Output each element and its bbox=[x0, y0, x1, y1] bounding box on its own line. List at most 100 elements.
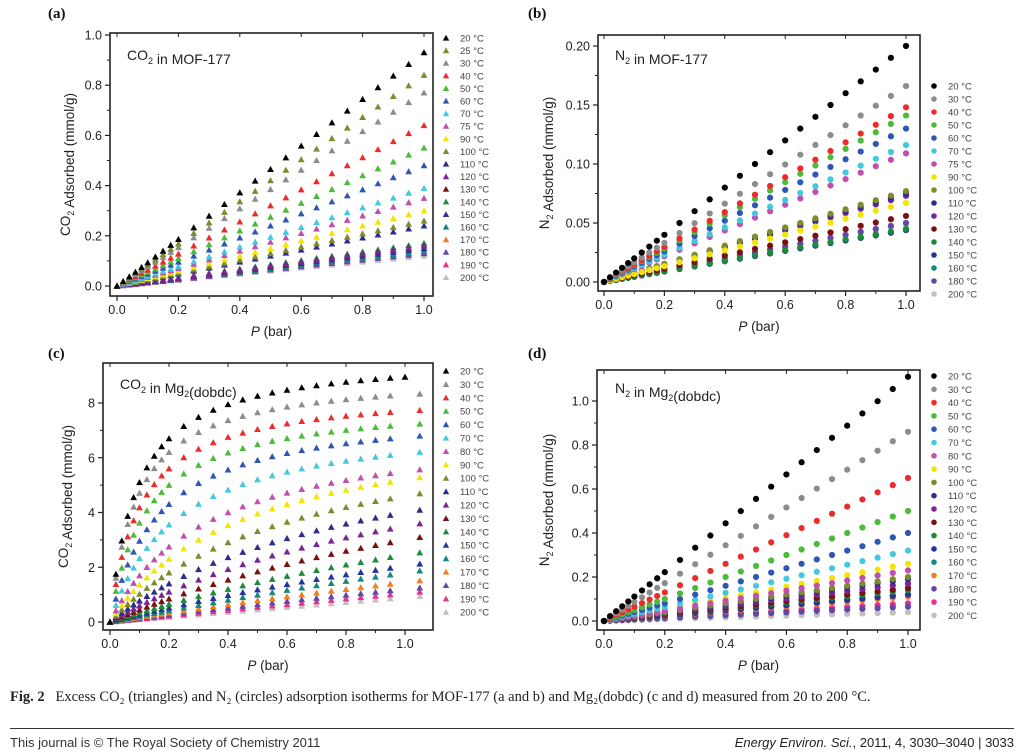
legend-marker-circle bbox=[931, 148, 937, 154]
legend-marker-triangle bbox=[442, 274, 450, 280]
data-point bbox=[251, 187, 259, 194]
data-point bbox=[737, 568, 744, 575]
data-point bbox=[767, 203, 774, 210]
data-point bbox=[372, 541, 379, 548]
data-point bbox=[827, 210, 834, 217]
text-span: N bbox=[537, 220, 552, 230]
data-point bbox=[180, 590, 188, 597]
data-point bbox=[828, 551, 836, 559]
data-point bbox=[887, 228, 895, 235]
legend-marker-triangle bbox=[442, 47, 450, 54]
data-point bbox=[389, 214, 397, 221]
data-point bbox=[874, 398, 881, 405]
data-point bbox=[654, 584, 661, 591]
legend-label: 70 °C bbox=[460, 434, 484, 445]
data-point bbox=[205, 234, 213, 241]
legend-marker-triangle bbox=[442, 198, 450, 205]
subscript: 2 bbox=[184, 389, 189, 399]
data-point bbox=[737, 532, 744, 539]
data-point bbox=[859, 558, 866, 565]
data-point bbox=[767, 182, 774, 190]
data-point bbox=[195, 536, 202, 543]
data-point bbox=[224, 585, 232, 592]
data-point bbox=[359, 230, 366, 237]
data-point bbox=[661, 243, 668, 251]
data-point bbox=[646, 581, 653, 588]
data-point bbox=[372, 556, 379, 563]
data-point bbox=[136, 504, 143, 511]
data-point bbox=[136, 602, 143, 609]
data-point bbox=[768, 513, 775, 521]
text-span: in MOF-177 bbox=[153, 51, 231, 67]
x-tick-label: 1.0 bbox=[396, 637, 413, 651]
data-point bbox=[175, 274, 182, 281]
data-point bbox=[374, 165, 382, 172]
y-tick-label: 0.0 bbox=[85, 280, 102, 294]
data-point bbox=[625, 598, 632, 605]
data-point bbox=[209, 580, 217, 587]
data-point bbox=[327, 397, 335, 404]
data-point bbox=[167, 261, 175, 268]
data-point bbox=[343, 162, 351, 169]
data-point bbox=[328, 185, 336, 193]
data-point bbox=[268, 505, 276, 512]
legend-label: 50 °C bbox=[948, 121, 972, 132]
panel-label: (c) bbox=[48, 346, 65, 362]
legend-label: 170 °C bbox=[460, 235, 489, 246]
data-point bbox=[828, 535, 836, 542]
data-point bbox=[798, 608, 805, 615]
data-point bbox=[224, 576, 232, 583]
data-point bbox=[797, 235, 804, 243]
data-point bbox=[768, 569, 775, 576]
caption-fig-label: Fig. 2 bbox=[10, 689, 45, 705]
data-point bbox=[721, 224, 728, 231]
data-point bbox=[737, 611, 744, 618]
x-tick-label: 0.6 bbox=[278, 637, 295, 651]
data-point bbox=[420, 207, 428, 214]
data-point bbox=[783, 587, 790, 594]
x-tick-label: 0.2 bbox=[656, 298, 673, 312]
data-point bbox=[420, 217, 428, 224]
data-point bbox=[736, 238, 744, 245]
data-point bbox=[118, 606, 126, 613]
data-point bbox=[872, 197, 879, 204]
x-axis-unit: (bar) bbox=[260, 324, 292, 339]
data-point bbox=[221, 256, 228, 263]
data-point bbox=[136, 590, 143, 597]
data-point bbox=[904, 373, 912, 380]
data-point bbox=[767, 208, 774, 215]
data-point bbox=[165, 481, 173, 488]
data-point bbox=[721, 252, 728, 259]
data-point bbox=[692, 561, 699, 568]
data-point bbox=[342, 598, 350, 606]
data-point bbox=[267, 213, 274, 220]
data-point bbox=[372, 582, 379, 589]
legend-label: 100 °C bbox=[460, 147, 489, 158]
legend-label: 160 °C bbox=[460, 554, 489, 565]
data-point bbox=[251, 195, 259, 202]
data-point bbox=[313, 415, 320, 423]
data-point bbox=[751, 180, 759, 188]
data-point bbox=[327, 489, 335, 496]
data-point bbox=[267, 249, 274, 257]
data-point bbox=[752, 582, 760, 589]
data-point bbox=[625, 602, 632, 609]
data-point bbox=[874, 489, 881, 496]
data-point bbox=[342, 412, 350, 419]
data-point bbox=[283, 489, 291, 496]
data-point bbox=[327, 507, 335, 514]
inset-title: N2 in MOF-177 bbox=[615, 47, 708, 67]
x-tick-label: 0.4 bbox=[717, 637, 734, 651]
data-point bbox=[405, 220, 413, 227]
data-point bbox=[159, 261, 167, 269]
data-point bbox=[167, 275, 175, 282]
data-point bbox=[827, 131, 834, 139]
data-point bbox=[298, 465, 306, 472]
y-tick-label: 0.8 bbox=[572, 439, 589, 453]
legend-label: 130 °C bbox=[948, 225, 977, 236]
data-point bbox=[130, 531, 137, 538]
legend-marker-triangle bbox=[442, 501, 450, 508]
data-point bbox=[902, 104, 910, 111]
data-point bbox=[195, 566, 202, 573]
data-point bbox=[328, 236, 336, 244]
